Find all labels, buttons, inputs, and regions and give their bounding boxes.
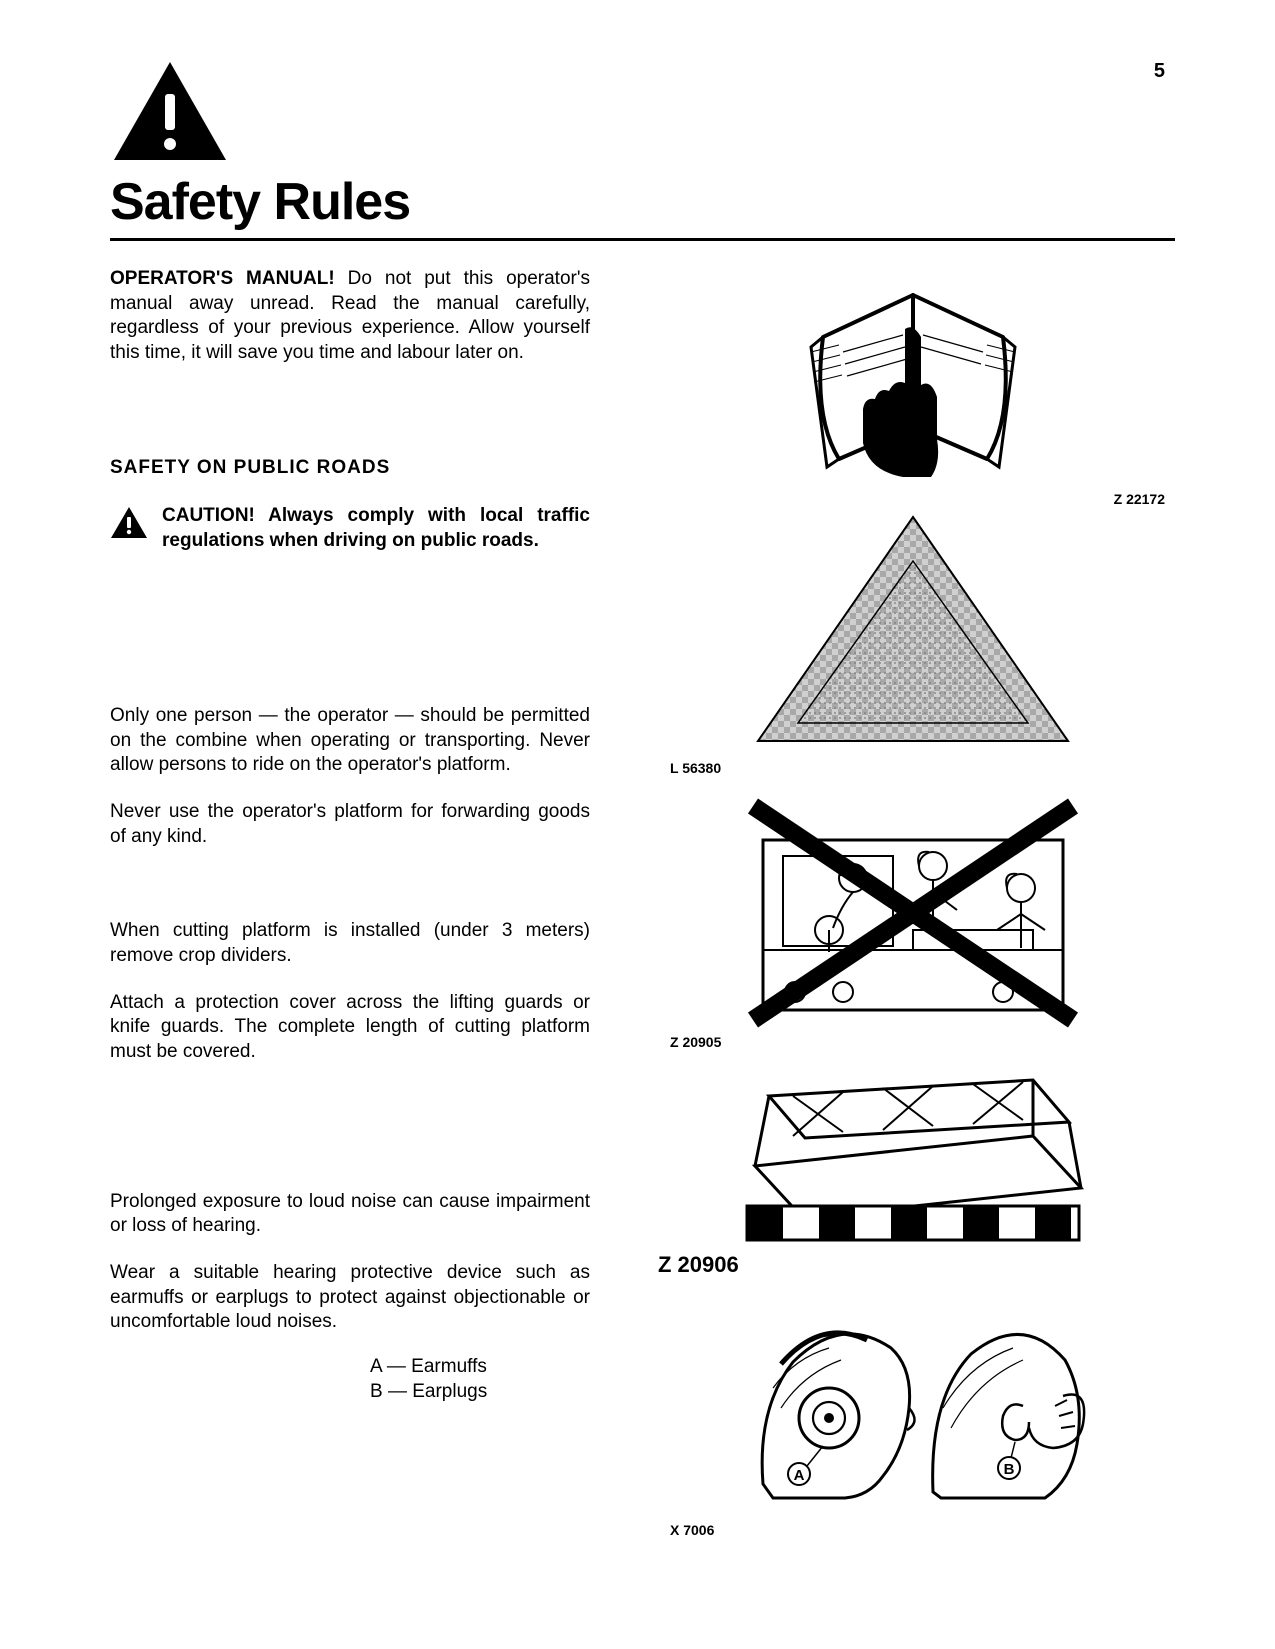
title-rule: [110, 238, 1175, 241]
right-column: Z 22172 L 56380: [650, 267, 1175, 1538]
para-protection: Attach a protection cover across the lif…: [110, 991, 590, 1065]
figure-knife-guard-label: Z 20906: [658, 1252, 739, 1278]
para-cutting: When cutting platform is installed (unde…: [110, 919, 590, 968]
para-riding: Only one person — the operator — should …: [110, 704, 590, 778]
figure-no-riders-icon: [733, 780, 1093, 1030]
para-noise: Prolonged exposure to loud noise can cau…: [110, 1190, 590, 1239]
figure-no-riders-label: Z 20905: [670, 1034, 721, 1050]
figure-knife-guard-icon: [733, 1056, 1093, 1246]
figure-hearing-protection-icon: A B: [733, 1288, 1093, 1518]
legend-b: B — Earplugs: [370, 1380, 590, 1405]
figure-manual-label: Z 22172: [1114, 491, 1165, 507]
svg-text:A: A: [793, 1467, 804, 1484]
left-column: OPERATOR'S MANUAL! Do not put this opera…: [110, 267, 590, 1538]
intro-paragraph: OPERATOR'S MANUAL! Do not put this opera…: [110, 267, 590, 366]
figure-hearing-protection-label: X 7006: [670, 1522, 714, 1538]
caution-text: CAUTION! Always comply with local traffi…: [162, 504, 590, 553]
para-hearing: Wear a suitable hearing protective devic…: [110, 1261, 590, 1335]
page-number: 5: [1154, 60, 1165, 83]
caution-icon: [110, 506, 148, 540]
svg-text:B: B: [1003, 1461, 1014, 1478]
figure-manual-icon: [763, 267, 1063, 487]
figure-triangle-icon: [748, 511, 1078, 756]
caution-block: CAUTION! Always comply with local traffi…: [110, 504, 590, 553]
para-forwarding: Never use the operator's platform for fo…: [110, 800, 590, 849]
warning-triangle-icon: [110, 60, 1175, 164]
page-title: Safety Rules: [110, 172, 1175, 232]
figure-triangle-label: L 56380: [670, 760, 721, 776]
intro-lead: OPERATOR'S MANUAL!: [110, 268, 335, 289]
legend-a: A — Earmuffs: [370, 1355, 590, 1380]
section-heading: SAFETY ON PUBLIC ROADS: [110, 456, 590, 481]
legend: A — Earmuffs B — Earplugs: [110, 1355, 590, 1404]
caution-lead: CAUTION!: [162, 505, 255, 526]
